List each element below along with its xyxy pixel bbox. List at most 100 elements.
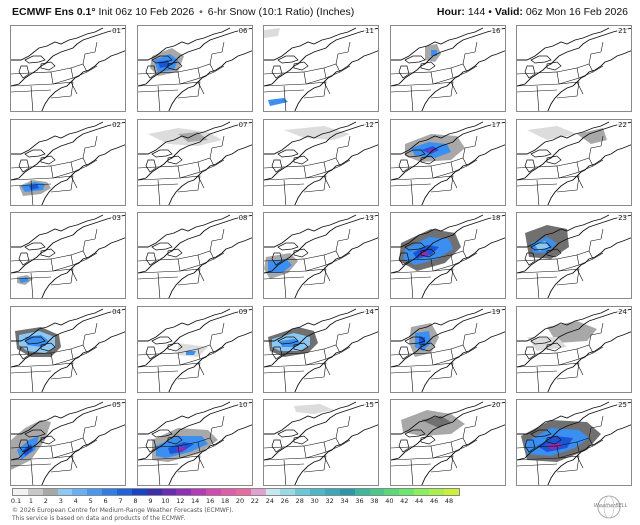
member-number: 11: [364, 27, 375, 35]
coastline: [137, 214, 252, 274]
state-border: [410, 459, 413, 485]
legend-tick-label: 5: [88, 497, 93, 505]
snow-area: [418, 336, 425, 345]
coastline: [517, 27, 631, 87]
state-border: [323, 81, 331, 95]
init-time: Init 06z 10 Feb 2026: [98, 6, 195, 18]
state-border: [462, 145, 475, 158]
member-map-08: [137, 214, 252, 298]
coastline: [294, 330, 378, 392]
state-border: [11, 445, 54, 461]
state-border: [209, 238, 222, 252]
state-border: [221, 415, 224, 427]
state-border: [390, 445, 433, 461]
state-border: [466, 346, 477, 353]
state-border: [157, 179, 160, 205]
state-border: [197, 268, 204, 282]
coastline: [167, 143, 252, 205]
member-panel-02: 02: [10, 118, 126, 206]
coastline: [41, 330, 125, 392]
state-border: [592, 159, 604, 166]
great-lake: [398, 252, 409, 266]
legend-swatch: [87, 489, 103, 495]
member-number: 03: [111, 214, 122, 222]
member-number: 16: [490, 27, 502, 35]
state-border: [517, 89, 558, 93]
member-map-11: [264, 27, 378, 111]
member-number: 21: [617, 27, 628, 35]
state-border: [177, 161, 200, 178]
coastline: [517, 401, 631, 461]
member-map-12: [264, 121, 378, 205]
state-border: [30, 179, 34, 205]
title-separator: •: [199, 6, 203, 18]
state-border: [70, 268, 78, 282]
legend-tick-label: 2: [43, 497, 48, 505]
coastline: [390, 308, 505, 367]
state-border: [390, 258, 433, 274]
coastline: [11, 121, 125, 180]
legend-color-bar: [12, 488, 460, 496]
state-border: [11, 165, 54, 180]
state-border: [70, 362, 78, 375]
coastline: [41, 237, 125, 298]
great-lake: [524, 252, 536, 266]
legend-tick-label: 34: [340, 497, 349, 505]
legend-tick-labels: 0.1 1 2 3 4 5 6 7 8 9 10 12 14 16 18 20 22 24 26 28 30 32 34 36…: [11, 497, 460, 507]
great-lake: [524, 346, 536, 359]
state-border: [517, 352, 560, 367]
great-lake: [420, 155, 436, 164]
great-lake: [150, 55, 173, 64]
state-border: [177, 362, 200, 379]
great-lake: [277, 149, 299, 157]
state-border: [94, 135, 98, 146]
member-number: 22: [617, 120, 628, 129]
great-lake: [420, 342, 436, 351]
coastline: [517, 214, 631, 274]
member-number: 14: [364, 307, 375, 316]
member-panel-09: 09: [136, 305, 253, 393]
member-map-18: [390, 214, 505, 298]
state-border: [94, 415, 98, 427]
member-panel-23: 23: [516, 212, 632, 299]
coastline: [41, 50, 125, 111]
great-lake: [293, 435, 309, 445]
state-border: [474, 41, 477, 53]
member-map-19: [390, 308, 505, 392]
state-border: [430, 81, 453, 99]
state-border: [82, 51, 96, 65]
state-border: [576, 175, 584, 188]
state-border: [30, 366, 34, 392]
state-border: [70, 81, 78, 95]
member-panel-18: 18: [389, 212, 506, 299]
member-map-23: [517, 214, 631, 298]
coastline: [294, 143, 378, 205]
state-border: [588, 238, 602, 252]
legend-tick-label: 28: [295, 497, 304, 505]
legend-tick-label: 7: [118, 497, 123, 505]
state-border: [177, 67, 200, 85]
snow-area: [527, 336, 567, 351]
state-border: [323, 268, 331, 282]
great-lake: [145, 159, 156, 172]
coastline: [547, 424, 631, 485]
state-border: [70, 175, 78, 188]
country-border: [137, 401, 230, 435]
state-border: [390, 89, 431, 93]
state-border: [339, 346, 351, 353]
member-map-04: [11, 308, 125, 392]
country-border: [11, 401, 104, 435]
great-lake: [150, 336, 173, 344]
state-border: [50, 441, 74, 459]
great-lake: [18, 65, 30, 79]
coastline: [11, 214, 125, 274]
state-border: [82, 332, 96, 345]
state-border: [347, 41, 351, 53]
forecast-hour: 144: [467, 6, 486, 18]
great-lake: [524, 159, 536, 172]
member-panel-06: 06: [136, 25, 253, 112]
member-number: 01: [111, 27, 122, 35]
coastline: [264, 308, 378, 367]
member-map-21: [517, 27, 631, 111]
great-lake: [546, 155, 562, 164]
